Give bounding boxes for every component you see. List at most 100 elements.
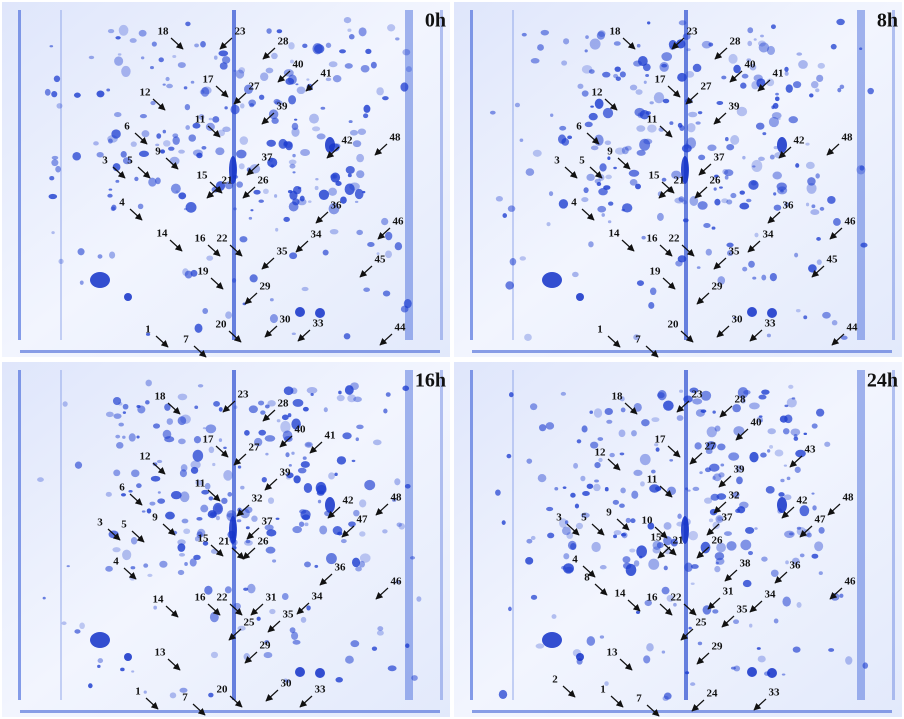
protein-spot (237, 465, 242, 469)
protein-spot (711, 226, 716, 230)
protein-spot (51, 231, 55, 235)
protein-spot (799, 505, 810, 517)
protein-spot (139, 113, 147, 119)
protein-spot (136, 435, 140, 439)
protein-spot (292, 399, 304, 407)
protein-spot (117, 53, 122, 56)
protein-spot (299, 195, 305, 202)
protein-spot (258, 400, 265, 406)
protein-spot (784, 66, 789, 72)
protein-spot (647, 124, 657, 133)
protein-spot (118, 402, 123, 406)
label-arrow (749, 329, 763, 342)
protein-spot (581, 90, 589, 97)
protein-spot (140, 56, 145, 60)
label-arrow (671, 37, 685, 50)
spot-label: 1 (600, 684, 606, 696)
label-arrow (152, 98, 166, 111)
protein-spot (208, 496, 214, 501)
spot-label: 23 (238, 389, 250, 401)
protein-spot (344, 63, 353, 69)
protein-spot (713, 473, 722, 482)
protein-spot (347, 394, 357, 403)
protein-spot (739, 202, 750, 210)
protein-spot (314, 185, 319, 191)
protein-spot (618, 429, 626, 438)
protein-spot (647, 522, 655, 530)
protein-spot (304, 561, 311, 568)
protein-spot (816, 259, 822, 265)
protein-spot (120, 667, 125, 672)
spot-label: 30 (280, 314, 292, 326)
protein-spot (271, 117, 279, 124)
protein-spot (215, 147, 225, 156)
spot-label: 16 (195, 592, 207, 604)
protein-spot (248, 216, 253, 220)
protein-spot (218, 50, 229, 57)
protein-spot (288, 95, 297, 105)
protein-spot (793, 81, 802, 89)
protein-spot (165, 511, 175, 520)
protein-spot (58, 258, 64, 264)
protein-spot (316, 133, 326, 140)
protein-spot (599, 635, 605, 639)
spot-label: 40 (295, 424, 307, 436)
protein-spot (254, 437, 263, 447)
protein-spot (168, 146, 175, 151)
protein-spot (106, 88, 111, 92)
protein-spot (364, 479, 376, 491)
protein-spot (300, 616, 307, 623)
protein-spot (758, 42, 770, 53)
spot-label: 42 (797, 495, 809, 507)
protein-spot (325, 497, 335, 513)
protein-spot (328, 472, 335, 480)
protein-spot (105, 411, 114, 418)
protein-spot (291, 451, 295, 455)
protein-spot (395, 37, 400, 41)
protein-spot (732, 491, 740, 498)
protein-spot (840, 335, 848, 340)
protein-spot (236, 149, 247, 159)
protein-spot (145, 332, 151, 336)
protein-spot (502, 213, 508, 219)
label-arrow (829, 227, 843, 240)
protein-spot (244, 506, 253, 514)
protein-spot (267, 157, 278, 168)
protein-spot (603, 185, 611, 190)
label-arrow (707, 597, 721, 610)
protein-spot (817, 62, 825, 69)
protein-spot (598, 188, 608, 196)
spot-label: 7 (635, 334, 641, 346)
protein-spot (272, 559, 277, 563)
protein-spot (593, 408, 603, 418)
spot-label: 48 (390, 132, 402, 144)
spot-label: 18 (610, 26, 622, 38)
protein-spot (351, 557, 361, 568)
label-arrow (713, 257, 727, 270)
protein-spot (688, 530, 699, 541)
protein-spot (586, 173, 595, 182)
spot-label: 27 (249, 442, 261, 454)
protein-spot (138, 150, 150, 157)
protein-spot (317, 499, 322, 504)
protein-spot (705, 248, 712, 256)
protein-spot (769, 445, 774, 449)
protein-spot (269, 608, 276, 615)
protein-spot (343, 16, 352, 24)
protein-spot (816, 408, 825, 417)
protein-spot (767, 668, 777, 678)
protein-spot (795, 308, 801, 313)
protein-spot (648, 558, 660, 570)
protein-spot (740, 82, 747, 89)
label-arrow (781, 506, 795, 519)
label-arrow (716, 325, 730, 338)
protein-spot (208, 692, 214, 698)
protein-spot (588, 69, 595, 74)
protein-spot (387, 24, 396, 32)
protein-spot (724, 137, 729, 142)
label-arrow (242, 547, 256, 560)
protein-spot (580, 475, 586, 482)
protein-spot (356, 229, 363, 236)
protein-spot (495, 196, 503, 202)
spot-label: 45 (827, 254, 839, 266)
